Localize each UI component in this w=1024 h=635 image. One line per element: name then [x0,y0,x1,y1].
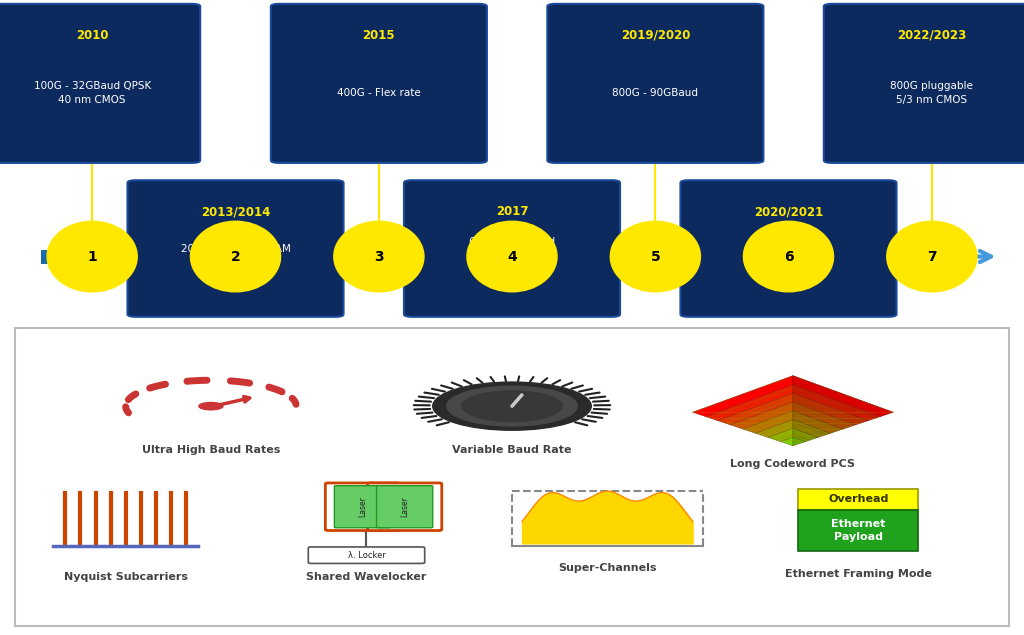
Polygon shape [742,411,793,433]
Text: Ethernet Framing Mode: Ethernet Framing Mode [784,569,932,578]
Text: 2020/2021: 2020/2021 [754,205,823,218]
Text: 800G - 90GBaud: 800G - 90GBaud [612,88,698,98]
Polygon shape [756,420,793,438]
FancyBboxPatch shape [15,328,1009,625]
Text: 6: 6 [783,250,794,264]
FancyBboxPatch shape [680,180,897,317]
FancyBboxPatch shape [308,547,425,563]
Text: Ultra High Baud Rates: Ultra High Baud Rates [141,445,281,455]
Text: 800G pluggable
5/3 nm CMOS: 800G pluggable 5/3 nm CMOS [891,81,973,105]
FancyBboxPatch shape [270,4,487,163]
Polygon shape [793,420,830,438]
Circle shape [446,386,578,426]
Text: Laser: Laser [400,497,410,517]
Text: 200G - 8QAM/16QAM: 200G - 8QAM/16QAM [180,244,291,253]
FancyBboxPatch shape [377,486,433,528]
Text: 2022/2023: 2022/2023 [897,29,967,42]
Polygon shape [718,393,793,425]
Polygon shape [793,411,843,433]
Text: 1: 1 [87,250,97,264]
Circle shape [199,403,223,410]
Ellipse shape [334,221,424,292]
FancyBboxPatch shape [823,4,1024,163]
Text: 600G - 64GBaud
64QAM: 600G - 64GBaud 64QAM [469,237,555,260]
Polygon shape [793,437,806,446]
Text: 100G - 32GBaud QPSK
40 nm CMOS: 100G - 32GBaud QPSK 40 nm CMOS [34,81,151,105]
Text: Long Codeword PCS: Long Codeword PCS [730,459,855,469]
Text: 2017: 2017 [496,205,528,218]
Ellipse shape [467,221,557,292]
Polygon shape [793,384,881,420]
Bar [798,510,919,551]
Polygon shape [692,376,793,417]
Ellipse shape [190,221,281,292]
FancyBboxPatch shape [403,180,620,317]
Text: 2010: 2010 [76,29,109,42]
Polygon shape [730,402,793,429]
Text: 2015: 2015 [362,29,395,42]
Circle shape [462,391,562,422]
Text: Laser: Laser [358,497,367,517]
Text: 5: 5 [650,250,660,264]
Bar [798,489,919,510]
FancyBboxPatch shape [335,486,390,528]
FancyBboxPatch shape [547,4,764,163]
Polygon shape [793,428,818,441]
Text: Nyquist Subcarriers: Nyquist Subcarriers [63,572,187,582]
Text: Ethernet
Payload: Ethernet Payload [831,519,886,542]
Text: Shared Wavelocker: Shared Wavelocker [306,572,427,582]
Text: Overhead: Overhead [828,495,889,504]
Polygon shape [793,393,868,425]
FancyBboxPatch shape [368,483,441,530]
Text: 400G - Flex rate: 400G - Flex rate [337,88,421,98]
Text: 2019/2020: 2019/2020 [621,29,690,42]
Polygon shape [768,428,793,441]
Text: 2013/2014: 2013/2014 [201,205,270,218]
Ellipse shape [743,221,834,292]
Text: 2: 2 [230,250,241,264]
Text: Variable Baud Rate: Variable Baud Rate [453,445,571,455]
Polygon shape [793,376,893,417]
FancyBboxPatch shape [127,180,344,317]
Polygon shape [793,402,856,429]
FancyBboxPatch shape [0,4,201,163]
Text: 3: 3 [374,250,384,264]
Text: 7: 7 [927,250,937,264]
Ellipse shape [47,221,137,292]
Text: λ. Locker: λ. Locker [347,551,385,559]
Text: 4: 4 [507,250,517,264]
FancyBboxPatch shape [326,483,399,530]
Polygon shape [780,437,793,446]
Text: 400G pluggable
7 nm CMOS: 400G pluggable 7 nm CMOS [748,237,829,260]
Ellipse shape [610,221,700,292]
Text: Super-Channels: Super-Channels [558,563,656,573]
Ellipse shape [887,221,977,292]
Circle shape [433,382,591,431]
Polygon shape [706,384,793,420]
